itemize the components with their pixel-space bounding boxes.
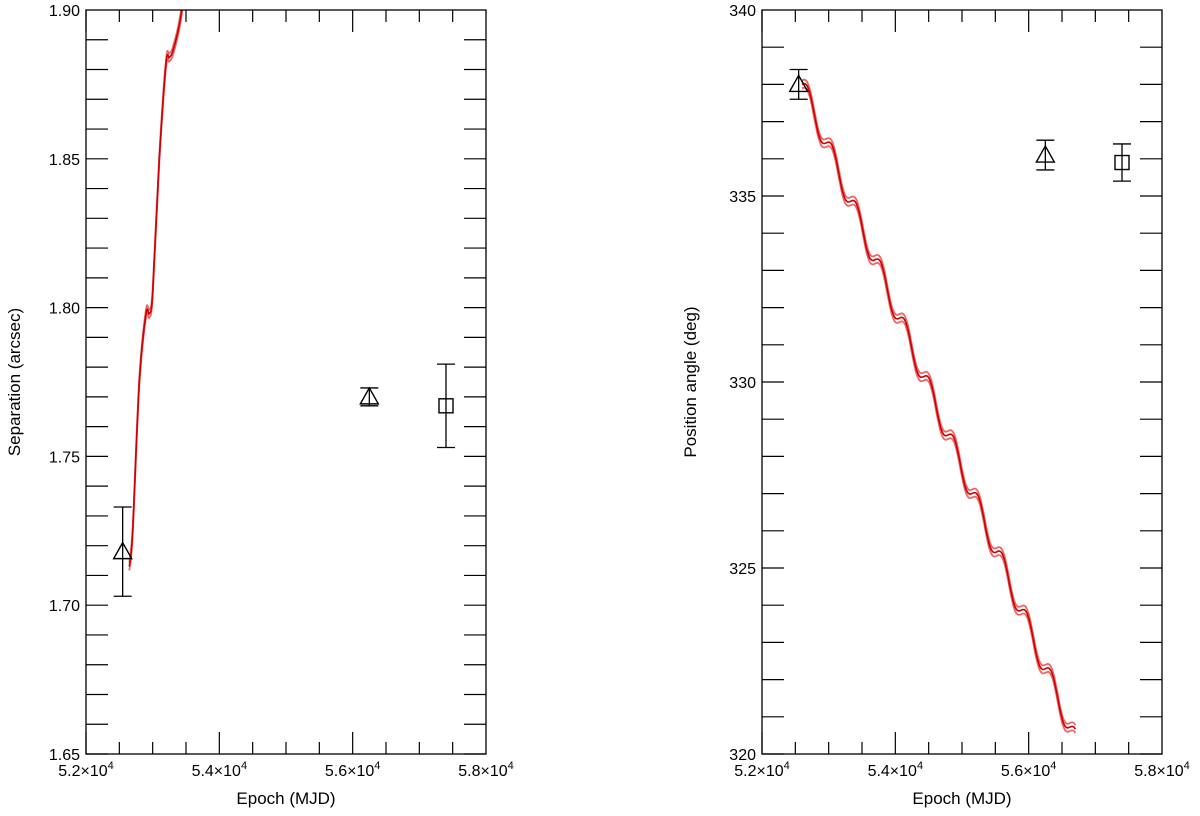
x-tick-label: 5.6×104 — [1001, 760, 1057, 780]
y-tick-label: 325 — [729, 561, 756, 578]
triangle-marker — [788, 73, 809, 93]
x-tick-label: 5.8×104 — [458, 760, 514, 780]
y-tick-label: 1.80 — [49, 301, 80, 318]
position-angle-x-axis-label: Epoch (MJD) — [912, 789, 1011, 808]
x-tick-label: 5.2×104 — [58, 760, 114, 780]
x-tick-label: 5.2×104 — [734, 760, 790, 780]
square-marker — [438, 398, 454, 414]
separation-plot-area — [128, 10, 184, 571]
data-point-triangle — [359, 386, 380, 407]
separation-ticks — [85, 10, 486, 755]
separation-y-axis-label: Separation (arcsec) — [5, 308, 24, 456]
data-point-triangle — [1035, 139, 1056, 171]
model-lower-band — [128, 10, 184, 571]
square-marker — [1114, 154, 1130, 171]
position-angle-panel: 320 325 330 335 340 5.2×104 5.4×104 5.6×104 5.8×… — [681, 3, 1190, 808]
position-angle-tick-labels: 320 325 330 335 340 5.2×104 5.4×104 5.6×104 5.8×… — [729, 3, 1189, 780]
separation-panel: 1.65 1.70 1.75 1.80 1.85 1.90 5.2×104 5.4×104 5.… — [5, 3, 514, 808]
separation-tick-labels: 1.65 1.70 1.75 1.80 1.85 1.90 5.2×104 5.4×104 5.… — [49, 3, 514, 780]
model-lower-band — [801, 86, 1077, 734]
y-tick-label: 330 — [729, 375, 756, 392]
y-tick-label: 1.65 — [49, 747, 80, 764]
data-point-triangle — [788, 68, 809, 100]
triangle-marker — [1035, 144, 1056, 163]
model-upper-band — [801, 78, 1077, 726]
x-tick-label: 5.6×104 — [325, 760, 381, 780]
x-tick-label: 5.4×104 — [868, 760, 924, 780]
y-tick-label: 1.70 — [49, 598, 80, 615]
triangle-marker — [112, 541, 133, 560]
y-tick-label: 1.75 — [49, 449, 80, 466]
data-point-triangle — [112, 506, 133, 597]
x-tick-label: 5.8×104 — [1134, 760, 1190, 780]
y-tick-label: 320 — [729, 747, 756, 764]
y-tick-label: 1.90 — [49, 3, 80, 20]
x-tick-label: 5.4×104 — [192, 760, 248, 780]
y-tick-label: 340 — [729, 3, 756, 20]
data-point-square — [437, 363, 455, 449]
separation-x-axis-label: Epoch (MJD) — [236, 789, 335, 808]
y-tick-label: 1.85 — [49, 152, 80, 169]
separation-plot-frame — [85, 9, 487, 755]
model-upper-band — [128, 10, 183, 563]
model-curve — [128, 10, 183, 567]
triangle-marker — [359, 386, 380, 405]
position-angle-y-axis-label: Position angle (deg) — [681, 306, 700, 457]
data-point-square — [1113, 143, 1131, 182]
position-angle-plot-area — [801, 78, 1077, 734]
model-curve — [801, 82, 1077, 730]
position-angle-ticks — [761, 10, 1162, 755]
position-angle-plot-frame — [761, 9, 1163, 755]
y-tick-label: 335 — [729, 189, 756, 206]
